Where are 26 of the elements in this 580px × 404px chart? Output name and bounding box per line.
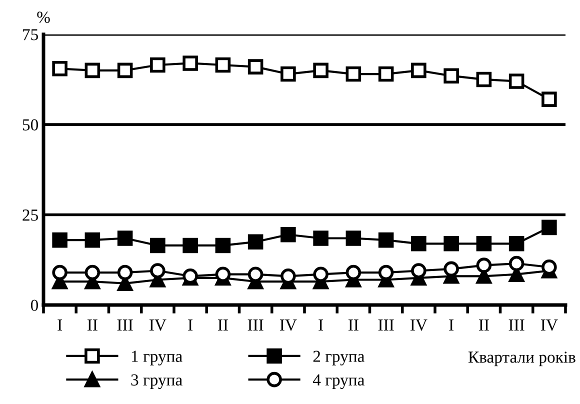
x-tick-label: I [188, 320, 192, 330]
y-tick-label: 75 [23, 29, 38, 40]
x-axis-title: Квартали років [468, 352, 576, 366]
y-tick-label: 0 [30, 300, 38, 311]
x-tick-label: III [117, 320, 133, 330]
x-tick-label: IV [540, 320, 558, 331]
x-tick-label: II [87, 320, 98, 330]
x-tick-label: I [449, 320, 454, 330]
x-tick-label: IV [410, 320, 428, 331]
y-tick-label: 50 [22, 119, 38, 131]
x-tick-label: II [478, 320, 489, 330]
x-tick-label: I [58, 320, 62, 330]
x-tick-label: I [318, 320, 323, 330]
legend-label: 3 група [131, 374, 182, 389]
legend-label: 2 група [313, 350, 364, 366]
x-tick-label: III [508, 320, 524, 330]
x-tick-label: II [348, 320, 358, 330]
x-tick-label: IV [280, 320, 297, 331]
x-tick-label: III [248, 320, 264, 330]
y-tick-label: 25 [22, 210, 38, 221]
y-axis-title: % [37, 12, 50, 23]
x-tick-label: IV [149, 320, 166, 331]
legend-label: 1 група [132, 350, 182, 366]
legend-label: 4 група [312, 374, 364, 389]
x-tick-label: III [378, 320, 394, 330]
x-tick-label: II [218, 320, 228, 330]
